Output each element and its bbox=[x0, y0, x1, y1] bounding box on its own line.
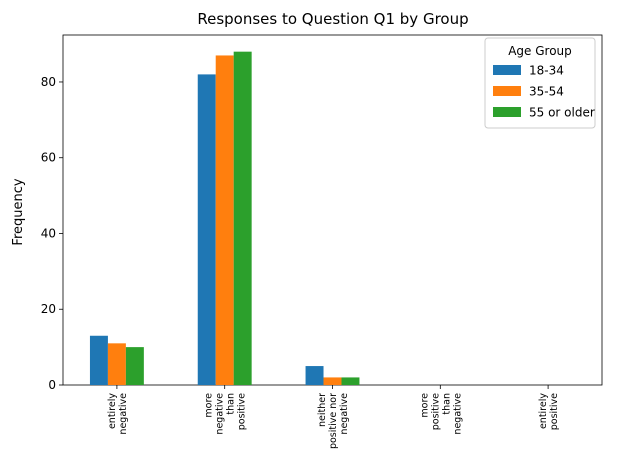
bar-35-54-2 bbox=[323, 377, 342, 385]
legend-label: 35-54 bbox=[529, 85, 564, 99]
bar-18-34-0 bbox=[89, 335, 108, 385]
bar-35-54-1 bbox=[215, 55, 234, 386]
legend-label: 18-34 bbox=[529, 64, 564, 78]
x-axis-ticks: entirely negative more negative than positive… bbox=[107, 385, 560, 449]
bar-55-or-older-2 bbox=[341, 377, 360, 385]
legend-title: Age Group bbox=[508, 44, 572, 58]
x-tick-label-line: negative bbox=[339, 393, 350, 435]
chart-title: Responses to Question Q1 by Group bbox=[197, 10, 468, 28]
legend-box bbox=[484, 37, 596, 129]
x-tick-label-line: positive bbox=[549, 393, 560, 430]
x-tick-label-line: more bbox=[419, 393, 430, 418]
bar-18-34-2 bbox=[305, 366, 324, 385]
y-axis-label: Frequency bbox=[11, 178, 26, 245]
x-tick-label-line: negative bbox=[452, 393, 463, 435]
x-tick-label-line: negative bbox=[215, 393, 226, 435]
x-tick-label-1: more negative than positive bbox=[204, 393, 248, 435]
bar-35-54-0 bbox=[107, 343, 126, 385]
x-tick-label-3: more positive than negative bbox=[419, 393, 463, 435]
x-tick-label-line: positive bbox=[237, 393, 248, 430]
y-tick-label: 0 bbox=[48, 378, 56, 392]
x-tick-label-line: than bbox=[226, 393, 237, 415]
bar-55-or-older-0 bbox=[125, 347, 144, 385]
x-tick-label-line: negative bbox=[118, 393, 129, 435]
x-tick-label-line: entirely bbox=[538, 393, 549, 429]
legend-swatch bbox=[493, 65, 521, 75]
bars bbox=[89, 51, 360, 386]
legend-swatch bbox=[493, 86, 521, 96]
y-tick-label: 40 bbox=[41, 226, 56, 240]
x-tick-label-line: positive nor bbox=[328, 393, 339, 449]
x-tick-label-2: neither positive nor negative bbox=[317, 393, 350, 449]
legend: Age Group 18-34 35-54 55 or older bbox=[484, 37, 596, 129]
bar-18-34-1 bbox=[197, 74, 216, 386]
x-tick-label-line: positive bbox=[430, 393, 441, 430]
y-tick-label: 20 bbox=[41, 302, 56, 316]
x-tick-label-4: entirely positive bbox=[538, 393, 560, 431]
x-tick-label-line: more bbox=[204, 393, 215, 418]
x-tick-label-line: entirely bbox=[107, 393, 118, 429]
x-tick-label-line: than bbox=[441, 393, 452, 415]
y-tick-label: 60 bbox=[41, 151, 56, 165]
bar-55-or-older-1 bbox=[233, 51, 252, 386]
legend-swatch bbox=[493, 107, 521, 117]
x-tick-label-line: neither bbox=[317, 393, 328, 427]
y-tick-label: 80 bbox=[41, 75, 56, 89]
y-axis-ticks: 0 20 40 60 80 bbox=[41, 75, 63, 392]
x-tick-label-0: entirely negative bbox=[107, 393, 129, 435]
legend-label: 55 or older bbox=[529, 106, 595, 120]
